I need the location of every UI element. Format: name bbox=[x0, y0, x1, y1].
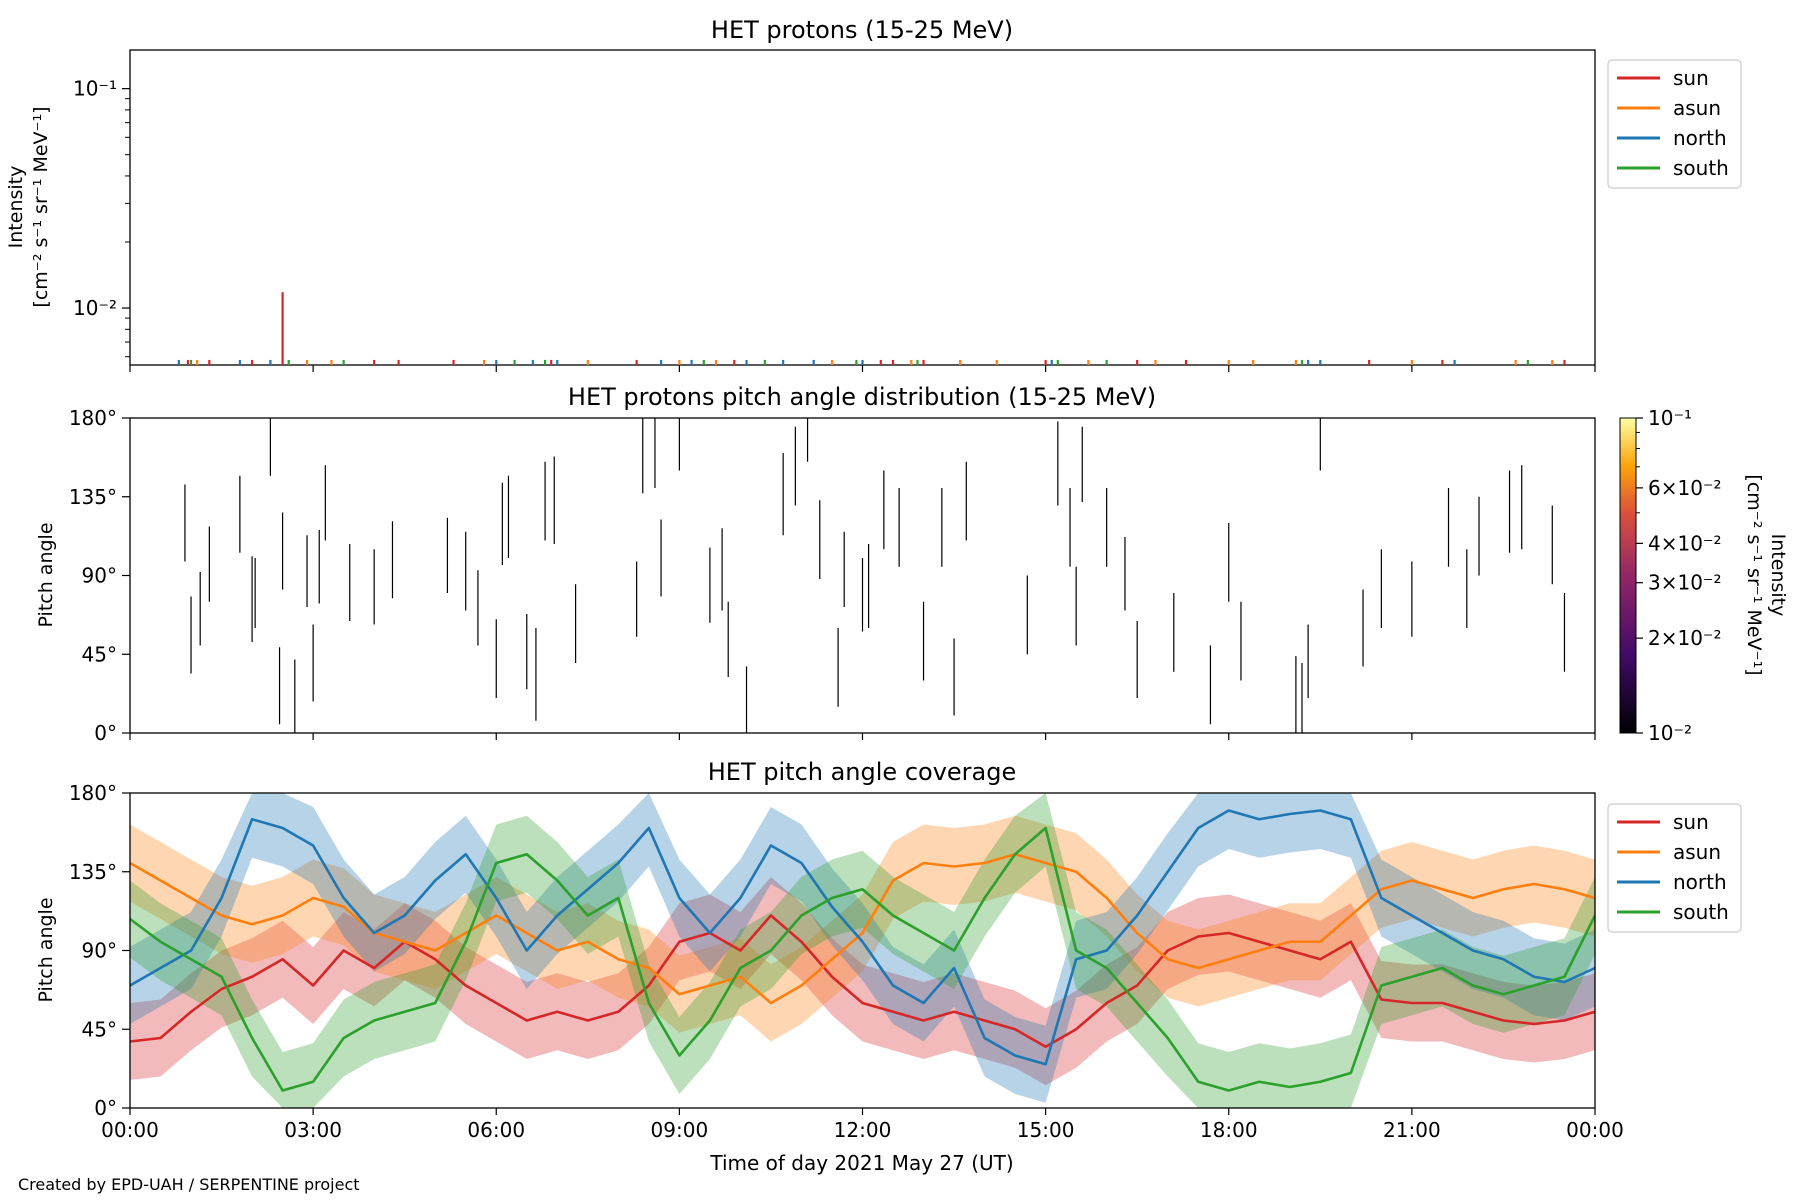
line-north bbox=[130, 809, 1595, 1066]
panel1-xticks bbox=[129, 365, 1596, 372]
x-tick-label: 18:00 bbox=[1200, 1118, 1258, 1142]
panel-pitch-angle-distribution: HET protons pitch angle distribution (15… bbox=[35, 383, 1789, 745]
cbar-tick-label: 4×10⁻² bbox=[1648, 531, 1722, 555]
x-tick-label: 03:00 bbox=[284, 1118, 342, 1142]
y-tick-label: 135° bbox=[69, 860, 117, 884]
legend-label-north: north bbox=[1673, 126, 1727, 150]
legend-label-south: south bbox=[1673, 156, 1729, 180]
panel2-yticks: 0° 45° 90° 135° 180° bbox=[69, 406, 130, 745]
band-north bbox=[130, 793, 1595, 1103]
y-tick-label: 135° bbox=[69, 485, 117, 509]
panel1-yticks: 10⁻¹ 10⁻² bbox=[73, 77, 130, 358]
x-tick-label: 09:00 bbox=[651, 1118, 709, 1142]
legend-label-sun: sun bbox=[1673, 66, 1709, 90]
panel3-ylabel: Pitch angle bbox=[35, 897, 57, 1002]
x-tick-label: 12:00 bbox=[834, 1118, 892, 1142]
y-tick-label: 10⁻¹ bbox=[73, 77, 117, 101]
x-tick-label: 00:00 bbox=[1566, 1118, 1624, 1142]
band-sun bbox=[130, 877, 1595, 1086]
line-south bbox=[130, 826, 1595, 1092]
x-tick-label: 00:00 bbox=[101, 1118, 159, 1142]
y-tick-label: 45° bbox=[82, 1017, 117, 1041]
cbar-tick-label: 10⁻² bbox=[1648, 721, 1692, 745]
legend-label-north: north bbox=[1673, 870, 1727, 894]
panel1-ylabel-line2: [cm⁻² s⁻¹ sr⁻¹ MeV⁻¹] bbox=[30, 106, 52, 307]
panel-intensity: HET protons (15-25 MeV) 10⁻¹ 10⁻² Intensi… bbox=[5, 16, 1742, 372]
band-south bbox=[130, 793, 1595, 1108]
footer-credit: Created by EPD-UAH / SERPENTINE project bbox=[18, 1175, 360, 1194]
legend-label-sun: sun bbox=[1673, 810, 1709, 834]
x-tick-label: 15:00 bbox=[1017, 1118, 1075, 1142]
panel2-segments bbox=[184, 418, 1566, 733]
y-tick-label: 180° bbox=[69, 781, 117, 805]
y-tick-label: 0° bbox=[94, 1096, 117, 1120]
x-axis-label: Time of day 2021 May 27 (UT) bbox=[709, 1151, 1013, 1175]
panel1-ylabel-line1: Intensity bbox=[5, 166, 27, 249]
panel3-yticks: 0° 45° 90° 135° 180° bbox=[69, 781, 130, 1120]
panel2-xticks bbox=[129, 733, 1596, 740]
panel2-title: HET protons pitch angle distribution (15… bbox=[568, 383, 1156, 411]
panel1-title: HET protons (15-25 MeV) bbox=[711, 16, 1013, 44]
panel1-frame bbox=[129, 49, 1596, 366]
x-tick-label: 06:00 bbox=[467, 1118, 525, 1142]
cbar-tick-label: 6×10⁻² bbox=[1648, 476, 1722, 500]
panel1-spikes bbox=[177, 292, 1566, 365]
y-tick-label: 90° bbox=[82, 939, 117, 963]
panel3-xticks: 00:00 03:00 06:00 09:00 12:00 15:00 18:00 21:00… bbox=[101, 1108, 1624, 1142]
panel-pitch-angle-coverage: HET pitch angle coverage 0° 45° 90° 135° 180… bbox=[35, 758, 1742, 1175]
panel1-legend: sun asun north south bbox=[1607, 59, 1742, 189]
legend-box bbox=[1607, 803, 1742, 933]
band-asun bbox=[130, 815, 1595, 1042]
legend-box bbox=[1607, 59, 1742, 189]
x-tick-label: 21:00 bbox=[1383, 1118, 1441, 1142]
colorbar bbox=[1619, 417, 1637, 734]
y-tick-label: 90° bbox=[82, 564, 117, 588]
legend-label-south: south bbox=[1673, 900, 1729, 924]
panel3-plot bbox=[130, 793, 1595, 1108]
panel2-ylabel: Pitch angle bbox=[35, 522, 57, 627]
y-tick-label: 10⁻² bbox=[73, 296, 117, 320]
cbar-tick-label: 10⁻¹ bbox=[1648, 406, 1692, 430]
y-tick-label: 0° bbox=[94, 721, 117, 745]
cbar-tick-label: 2×10⁻² bbox=[1648, 626, 1722, 650]
y-tick-label: 45° bbox=[82, 642, 117, 666]
legend-label-asun: asun bbox=[1673, 96, 1721, 120]
colorbar-label-line1: Intensity bbox=[1767, 534, 1789, 617]
line-sun bbox=[130, 914, 1595, 1049]
legend-label-asun: asun bbox=[1673, 840, 1721, 864]
panel3-legend: sun asun north south bbox=[1607, 803, 1742, 933]
y-tick-label: 180° bbox=[69, 406, 117, 430]
panel3-title: HET pitch angle coverage bbox=[708, 758, 1016, 786]
colorbar-label-line2: [cm⁻² s⁻¹ sr⁻¹ MeV⁻¹] bbox=[1743, 474, 1765, 675]
colorbar-ticks: 10⁻¹ 6×10⁻² 4×10⁻² 3×10⁻² 2×10⁻² 10⁻² bbox=[1636, 406, 1722, 745]
cbar-tick-label: 3×10⁻² bbox=[1648, 571, 1722, 595]
